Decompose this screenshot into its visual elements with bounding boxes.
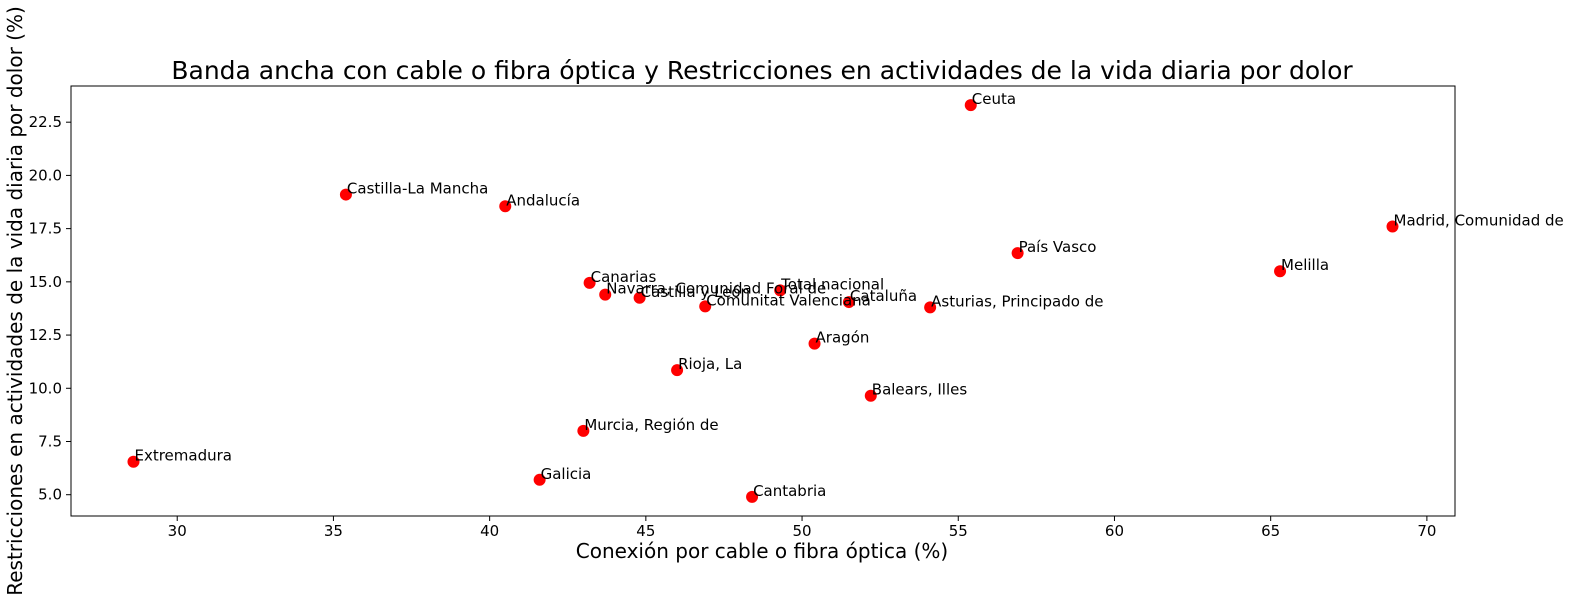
x-tick-label: 70 bbox=[1417, 522, 1436, 540]
data-point bbox=[1274, 265, 1287, 278]
y-tick-label: 22.5 bbox=[29, 113, 62, 131]
data-point bbox=[1386, 220, 1399, 233]
data-point bbox=[671, 364, 684, 377]
x-axis: 30 35 40 45 50 55 60 65 70 bbox=[168, 516, 1436, 540]
point-label: Comunitat Valenciana bbox=[706, 291, 871, 309]
point-label: Rioja, La bbox=[678, 355, 742, 373]
data-point bbox=[583, 276, 596, 289]
y-tick-label: 10.0 bbox=[29, 379, 62, 397]
x-tick-label: 30 bbox=[168, 522, 187, 540]
data-point bbox=[964, 99, 977, 112]
y-tick-label: 7.5 bbox=[38, 432, 62, 450]
x-tick-label: 55 bbox=[949, 522, 968, 540]
point-labels: Ceuta Castilla-La Mancha Andalucía Madrid, … bbox=[134, 90, 1563, 500]
data-point bbox=[533, 473, 546, 486]
point-label: Murcia, Región de bbox=[584, 416, 718, 434]
data-points bbox=[127, 99, 1399, 503]
y-axis-label: Restricciones en actividades de la vida … bbox=[3, 6, 27, 596]
point-label: Cataluña bbox=[850, 287, 917, 305]
point-label: Aragón bbox=[816, 329, 870, 347]
x-tick-label: 60 bbox=[1105, 522, 1124, 540]
data-point bbox=[699, 300, 712, 313]
y-tick-label: 20.0 bbox=[29, 166, 62, 184]
data-point bbox=[633, 291, 646, 304]
data-point bbox=[864, 389, 877, 402]
y-tick-label: 5.0 bbox=[38, 486, 62, 504]
data-point bbox=[924, 301, 937, 314]
x-tick-label: 50 bbox=[793, 522, 812, 540]
data-point bbox=[499, 200, 512, 213]
point-label: Castilla y León bbox=[641, 283, 750, 301]
point-label: Melilla bbox=[1281, 256, 1329, 274]
data-point bbox=[1011, 247, 1024, 260]
x-tick-label: 35 bbox=[324, 522, 343, 540]
y-tick-label: 15.0 bbox=[29, 273, 62, 291]
x-tick-label: 65 bbox=[1261, 522, 1280, 540]
y-tick-label: 17.5 bbox=[29, 220, 62, 238]
point-label: Canarias bbox=[591, 268, 657, 286]
point-label: Balears, Illes bbox=[872, 381, 968, 399]
x-tick-label: 40 bbox=[480, 522, 499, 540]
plot-area bbox=[70, 85, 1456, 517]
chart-title: Banda ancha con cable o fibra óptica y R… bbox=[171, 56, 1353, 85]
data-point bbox=[774, 284, 787, 297]
point-label: Galicia bbox=[541, 465, 592, 483]
point-label: Castilla-La Mancha bbox=[347, 180, 488, 198]
point-label: País Vasco bbox=[1019, 238, 1097, 256]
point-label: Total nacional bbox=[780, 275, 884, 293]
point-label: Cantabria bbox=[753, 482, 826, 500]
point-label: Asturias, Principado de bbox=[931, 292, 1103, 310]
plot-frame bbox=[70, 85, 1456, 517]
point-label: Ceuta bbox=[972, 90, 1016, 108]
y-axis: 5.0 7.5 10.0 12.5 15.0 17.5 20.0 22.5 bbox=[29, 113, 71, 504]
data-point bbox=[746, 490, 759, 503]
data-point bbox=[599, 288, 612, 301]
point-label: Andalucía bbox=[506, 191, 580, 209]
data-point bbox=[808, 337, 821, 350]
point-label: Madrid, Comunidad de bbox=[1394, 211, 1564, 229]
data-point bbox=[127, 455, 140, 468]
point-label: Extremadura bbox=[134, 447, 232, 465]
data-point bbox=[577, 424, 590, 437]
x-tick-label: 45 bbox=[636, 522, 655, 540]
data-point bbox=[842, 296, 855, 309]
data-point bbox=[339, 188, 352, 201]
point-label: Navarra, Comunidad Foral de bbox=[606, 280, 826, 298]
x-axis-label: Conexión por cable o fibra óptica (%) bbox=[576, 539, 948, 563]
y-tick-label: 12.5 bbox=[29, 326, 62, 344]
